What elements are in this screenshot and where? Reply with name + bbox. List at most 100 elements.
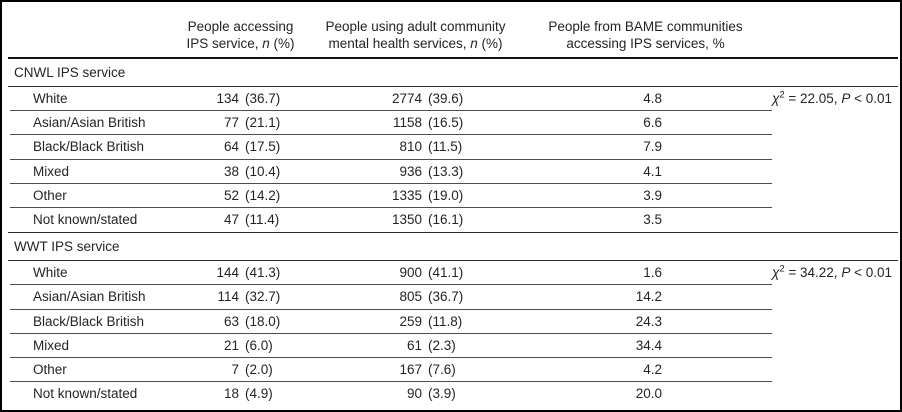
cmh-percent: (11.8) [428,313,463,329]
bame-percent: 4.2 [643,361,662,377]
bame-percent: 4.1 [643,163,662,179]
table-sections: CNWL IPS service White 134 (36.7) 2774 (… [8,59,898,406]
cmh-percent: (13.3) [428,163,464,179]
cmh-percent: (7.6) [428,361,456,377]
ips-percent: (11.4) [245,211,280,227]
table-row: Black/Black British 64 (17.5) 810 (11.5)… [8,135,898,160]
section-rows: White 144 (41.3) 900 (41.1) 1.6 χ2 = 34.… [8,261,898,406]
bame-percent: 4.8 [643,91,662,106]
table-row: Mixed 21 (6.0) 61 (2.3) 34.4 [8,334,898,359]
bame-percent: 34.4 [635,337,662,353]
section-title: CNWL IPS service [8,59,898,87]
ethnicity-label: Mixed [33,337,70,353]
chi-square-stat: χ2 = 34.22, P < 0.01 [771,263,892,281]
table-body: People accessing IPS service, n (%) Peop… [8,2,898,406]
ips-percent: (17.5) [245,139,281,155]
table-row: Asian/Asian British 114 (32.7) 805 (36.7… [8,285,898,310]
cmh-count: 61 [406,337,422,353]
chi-square-stat [662,135,898,159]
bame-percent: 6.6 [643,115,662,131]
section-title: WWT IPS service [8,233,898,262]
chi-square-stat [662,208,898,232]
ips-count: 7 [231,361,239,377]
ips-percent: (18.0) [245,313,281,329]
bame-percent: 3.9 [643,187,662,203]
bame-percent: 20.0 [635,386,662,402]
chi-square-stat: χ2 = 22.05, P < 0.01 [771,89,892,106]
italic-n: n [262,35,270,51]
ips-count: 64 [223,139,239,155]
table-row: Other 7 (2.0) 167 (7.6) 4.2 [8,358,898,383]
chi-square-stat [662,382,898,406]
ips-count: 63 [223,313,239,329]
ips-percent: (14.2) [245,187,281,203]
ips-count: 21 [223,337,239,353]
ips-percent: (41.3) [245,265,281,281]
column-header-ips-service: People accessing IPS service, n (%) [173,19,308,52]
chi-square-stat [662,310,898,334]
cmh-percent: (16.5) [428,115,464,131]
column-header-bame-percent: People from BAME communities accessing I… [523,19,768,52]
italic-p: P [841,91,851,106]
cmh-count: 900 [399,265,422,281]
bame-percent: 1.6 [643,265,662,281]
column-header-cmh-services: People using adult community mental heal… [308,19,523,52]
ethnicity-label: White [33,265,68,281]
ethnicity-label: Mixed [33,163,70,179]
bame-percent: 3.5 [643,211,662,227]
table-section: CNWL IPS service White 134 (36.7) 2774 (… [8,59,898,234]
cmh-percent: (36.7) [428,289,464,305]
section-rows: White 134 (36.7) 2774 (39.6) 4.8 χ2 = 22… [8,87,898,232]
chi-symbol: χ [771,91,780,106]
cmh-percent: (3.9) [428,386,456,402]
cmh-count: 1350 [391,211,422,227]
header-line-2: IPS service, n (%) [186,35,295,51]
ethnicity-label: Black/Black British [33,139,145,155]
ips-percent: (6.0) [245,337,273,353]
cmh-percent: (41.1) [428,265,464,281]
italic-p: P [841,265,851,281]
cmh-count: 810 [399,139,422,155]
table-row: Asian/Asian British 77 (21.1) 1158 (16.5… [8,111,898,136]
cmh-count: 936 [399,163,422,179]
ips-percent: (4.9) [245,386,273,402]
ips-percent: (21.1) [245,115,281,131]
header-line-1: People accessing [187,19,294,34]
ethnicity-label: Other [33,187,67,203]
header-line-1: People from BAME communities [548,19,743,34]
ips-percent: (36.7) [245,91,281,106]
cmh-percent: (11.5) [428,139,463,155]
cmh-percent: (16.1) [428,211,464,227]
chi-square-stat [662,358,898,382]
ips-count: 47 [223,211,239,227]
ips-count: 144 [216,265,239,281]
cmh-count: 167 [399,361,422,377]
table-row: White 134 (36.7) 2774 (39.6) 4.8 χ2 = 22… [8,87,898,112]
cmh-count: 805 [399,289,422,305]
cmh-count: 259 [399,313,422,329]
header-line-2: accessing IPS services, % [566,35,725,51]
header-line-2: mental health services, n (%) [328,35,503,51]
cmh-percent: (39.6) [428,91,464,106]
bame-percent: 24.3 [635,313,662,329]
chi-square-stat [662,285,898,309]
ips-percent: (10.4) [245,163,281,179]
table-row: White 144 (41.3) 900 (41.1) 1.6 χ2 = 34.… [8,261,898,286]
chi-symbol: χ [771,265,780,281]
ethnicity-label: Black/Black British [33,313,145,329]
header-line-1: People using adult community [325,19,506,34]
chi-square-stat [662,334,898,358]
table-header-row: People accessing IPS service, n (%) Peop… [8,2,898,59]
italic-n: n [470,35,478,51]
ips-count: 18 [223,386,239,402]
cmh-percent: (19.0) [428,187,464,203]
cmh-count: 90 [406,386,422,402]
table-section: WWT IPS service White 144 (41.3) 900 (41… [8,233,898,406]
table-row: Black/Black British 63 (18.0) 259 (11.8)… [8,310,898,334]
table-row: Mixed 38 (10.4) 936 (13.3) 4.1 [8,160,898,184]
ips-percent: (2.0) [245,361,273,377]
ethnicity-label: Other [33,361,67,377]
chi-square-stat [662,160,898,184]
ethnicity-label: Not known/stated [33,386,138,402]
